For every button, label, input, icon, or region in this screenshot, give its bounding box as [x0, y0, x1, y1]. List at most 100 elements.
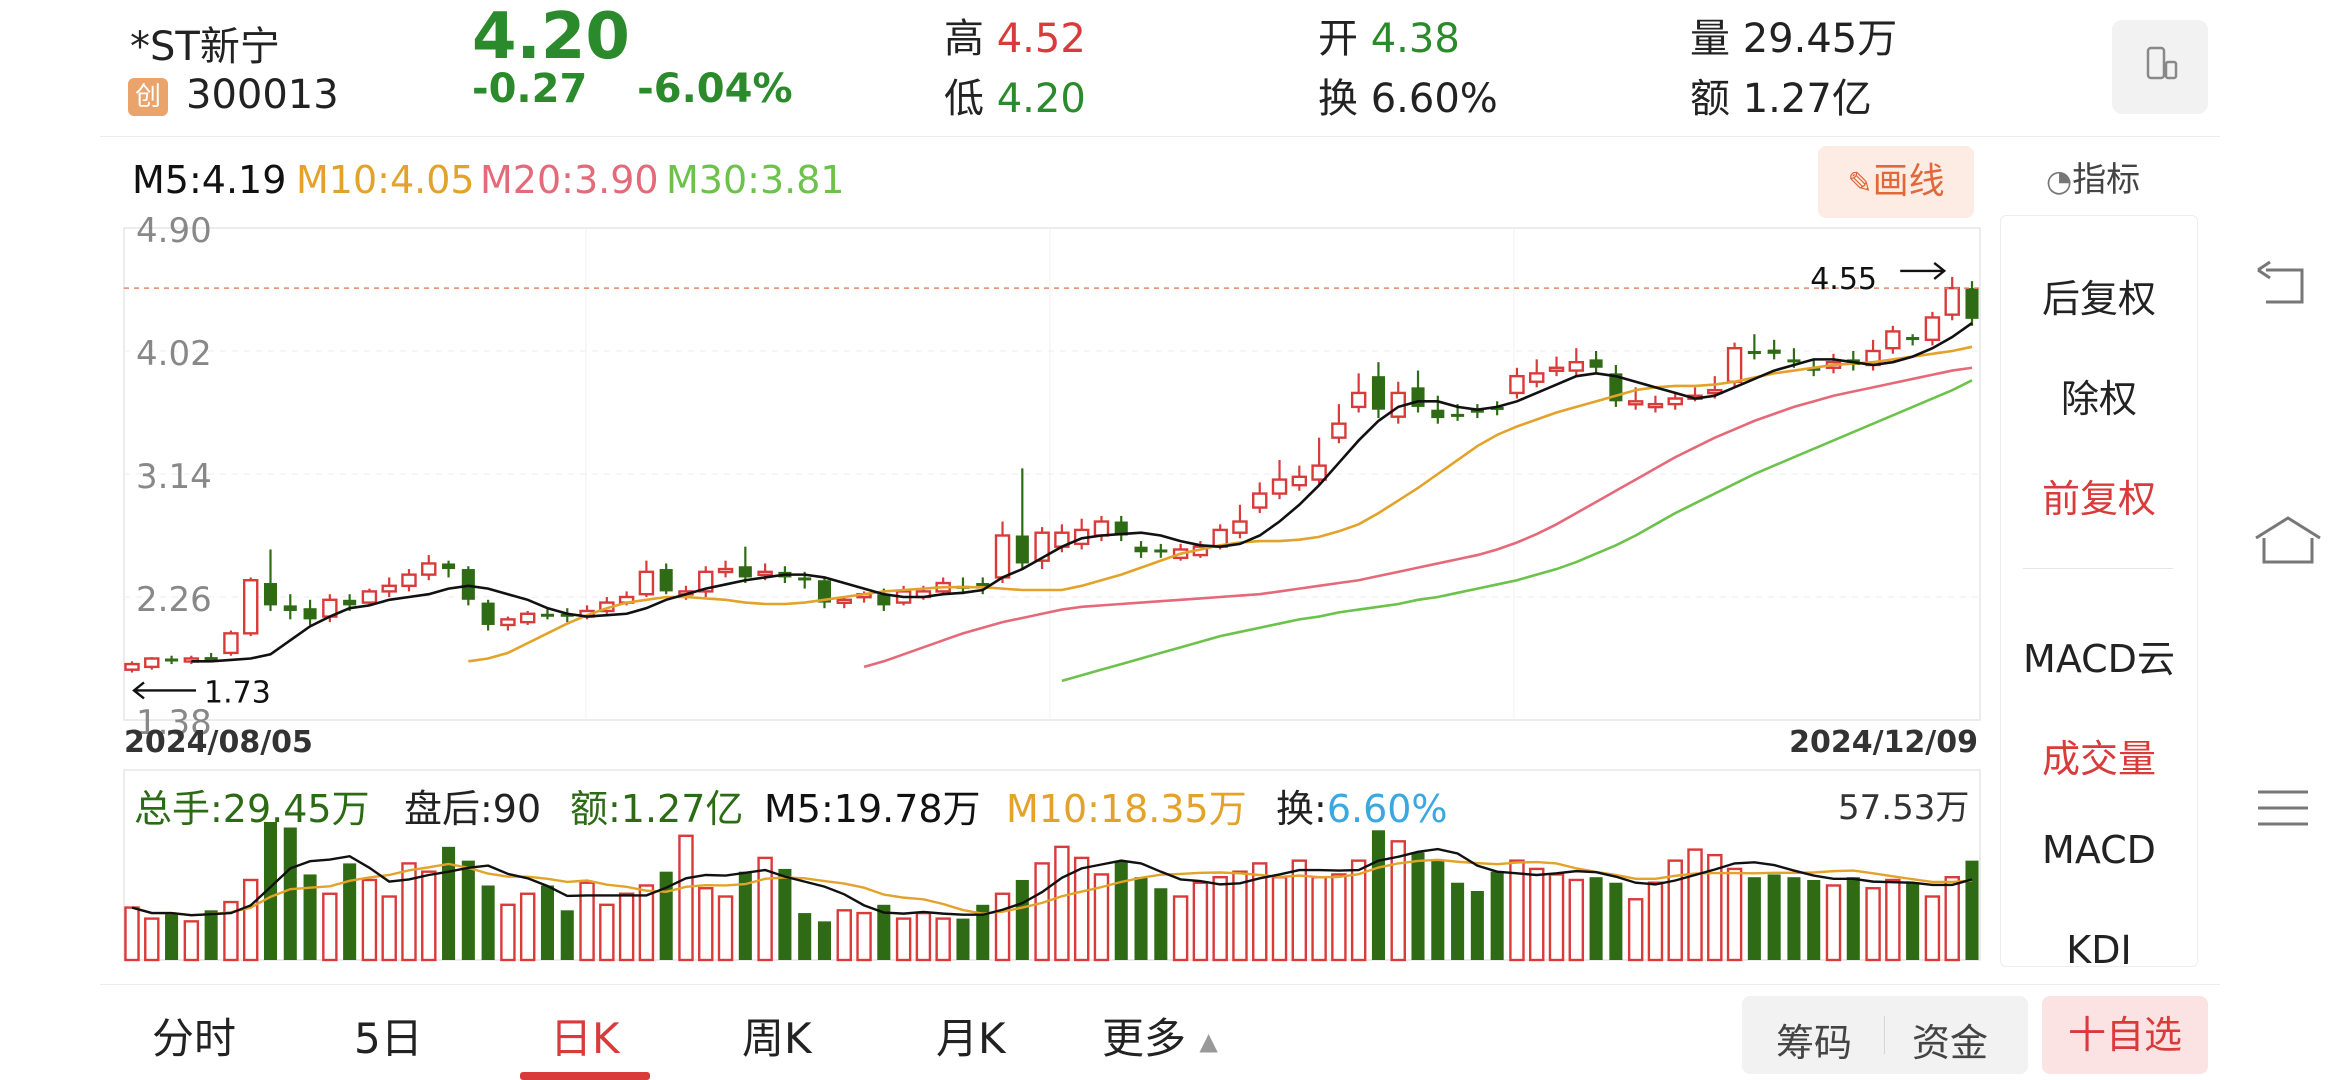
min-price-marker: 1.73 [204, 675, 271, 710]
tab-5day[interactable]: 5日 [354, 1014, 423, 1063]
volume-bar-down [1767, 874, 1781, 960]
volume-bar-up [144, 917, 160, 962]
volume-bar-up [242, 878, 259, 962]
volume-bar-up [1647, 881, 1664, 962]
volume-bar-down [204, 910, 218, 960]
candle-body-down [1906, 337, 1920, 341]
tab-weekly-k[interactable]: 周K [742, 1014, 812, 1063]
landscape-toggle-button[interactable] [2112, 20, 2208, 114]
candle-body-up [1944, 286, 1960, 316]
max-arrow-head [1933, 261, 1947, 280]
adjustment-side-panel: 后复权 除权 前复权 MACD云 成交量 MACD KDJ [2000, 215, 2198, 967]
low-value: 4.20 [996, 76, 1086, 122]
side-item-forward-adjust[interactable]: 前复权 [2041, 477, 2156, 521]
side-item-backward-adjust[interactable]: 后复权 [2041, 277, 2156, 321]
volume-bar-up [994, 892, 1011, 962]
volume-bar-down [1589, 877, 1603, 960]
candle-body-up [638, 570, 655, 596]
volume-bar-up [836, 909, 852, 962]
quote-high: 高 4.52 [944, 6, 1086, 64]
volume-bar-up [124, 906, 140, 962]
tab-intraday[interactable]: 分时 [152, 1014, 237, 1063]
volume-bar-down [1154, 888, 1168, 960]
side-item-macd[interactable]: MACD [2042, 828, 2156, 872]
candle-body-down [659, 569, 673, 592]
caret-up-icon: ▲ [1199, 1027, 1218, 1056]
candle-body-down [560, 613, 574, 617]
volume-bar-down [263, 822, 278, 960]
volume-bar-down [1015, 879, 1029, 960]
volume-bar-up [381, 895, 397, 962]
candle-body-down [1451, 413, 1465, 417]
kline-chart[interactable]: 4.90 4.02 3.14 2.26 1.38 4.55 1.73 2024/08/05 20… [0, 0, 2000, 990]
recent-apps-icon[interactable] [2256, 786, 2312, 832]
candle-body-down [798, 577, 812, 581]
candle-body-up [500, 618, 516, 627]
vol-after-legend: 盘后:90 [404, 787, 542, 831]
candle-body-down [204, 657, 218, 661]
price-change-pct: -6.04% [637, 66, 793, 112]
volume-bar-down [540, 885, 555, 960]
chips-button[interactable]: 筹码 [1776, 1021, 1853, 1065]
tab-monthly-k[interactable]: 月K [936, 1014, 1006, 1063]
candle-body-down [1470, 409, 1484, 413]
side-item-kdj[interactable]: KDJ [2066, 928, 2132, 964]
volume-bar-up [1944, 876, 1960, 962]
candle-body-down [1134, 546, 1148, 553]
tab-more[interactable]: 更多 ▲ [1102, 1005, 1218, 1066]
volume-ma5-line [131, 847, 1973, 917]
volume-value: 29.45万 [1742, 16, 1898, 62]
volume-bar-down [1846, 877, 1860, 960]
volume-bar-down [778, 868, 792, 960]
volume-bar-up [1885, 878, 1901, 962]
indicator-button[interactable]: ◔指标 [2046, 152, 2140, 201]
volume-bar-up [1350, 859, 1367, 962]
candle-body-up [717, 567, 734, 574]
draw-line-button[interactable]: ✎画线 [1818, 146, 1974, 218]
candle-body-up [1350, 391, 1367, 409]
volume-bar-up [1726, 867, 1743, 962]
candle-body-up [836, 598, 852, 604]
price-tick-label: 4.90 [136, 211, 212, 251]
board-badge: 创 [128, 78, 168, 116]
candle-body-up [1509, 374, 1525, 395]
side-item-volume[interactable]: 成交量 [2041, 737, 2156, 781]
candle-body-up [1331, 422, 1347, 439]
open-value: 4.38 [1370, 16, 1460, 62]
candle-body-down [303, 608, 317, 620]
candle-body-up [519, 612, 536, 624]
side-item-macd-cloud[interactable]: MACD云 [2023, 637, 2175, 681]
ma10-line [468, 345, 1973, 663]
candle-body-up [1271, 478, 1288, 495]
candle-body-down [1490, 406, 1504, 410]
add-watchlist-button[interactable]: 十自选 [2042, 996, 2208, 1074]
side-item-ex-rights[interactable]: 除权 [2060, 377, 2137, 421]
candle-body-up [1568, 360, 1585, 372]
candle-body-down [283, 605, 297, 611]
volume-bar-down [1965, 860, 1979, 960]
candle-body-up [698, 570, 714, 593]
candle-body-down [1114, 521, 1128, 536]
candle-body-down [1965, 288, 1979, 319]
candle-body-up [1093, 520, 1110, 537]
volume-bar-up [1865, 887, 1881, 962]
side-divider [2023, 568, 2173, 569]
candle-body-up [223, 632, 239, 655]
home-icon[interactable] [2252, 514, 2324, 566]
amount-value: 1.27亿 [1742, 76, 1872, 122]
quote-turnover: 换 6.60% [1318, 66, 1498, 124]
volume-bar-up [1232, 870, 1248, 962]
gauge-icon: ◔ [2046, 164, 2073, 199]
price-tick-label: 3.14 [136, 457, 212, 497]
volume-bar-down [1411, 852, 1425, 960]
candle-body-up [1252, 492, 1268, 509]
volume-bar-up [421, 870, 437, 962]
volume-bar-down [1451, 882, 1465, 960]
funds-button[interactable]: 资金 [1912, 1021, 1989, 1065]
candle-body-down [1589, 359, 1603, 368]
volume-bar-up [1825, 884, 1842, 962]
candle-body-up [361, 590, 378, 604]
tab-daily-k[interactable]: 日K [550, 1014, 620, 1063]
date-end-label: 2024/12/09 [1789, 725, 1978, 760]
back-icon[interactable] [2252, 256, 2312, 312]
